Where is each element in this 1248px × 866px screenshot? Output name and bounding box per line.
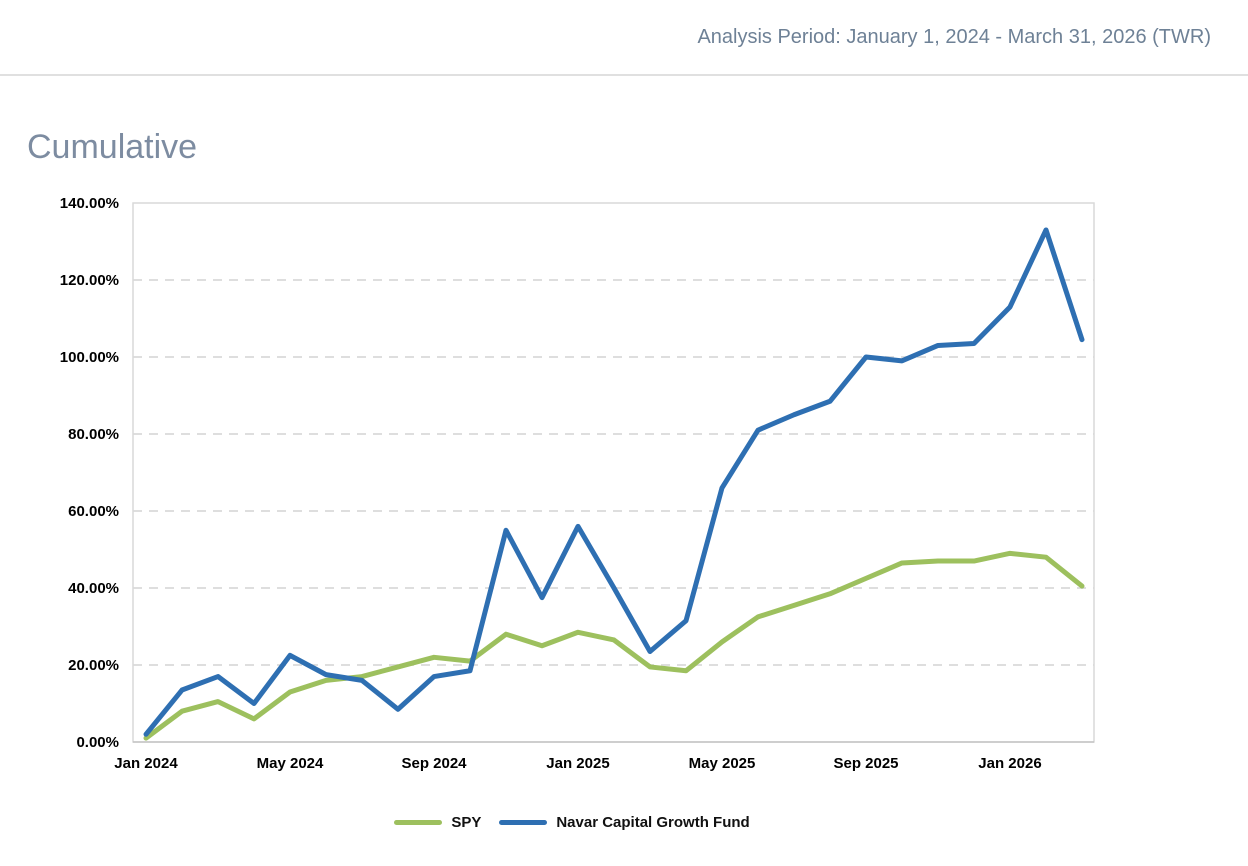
y-axis-tick-label: 120.00% [60,272,119,289]
y-axis-tick-label: 60.00% [68,503,119,520]
x-axis-tick-label: Jan 2025 [546,755,609,772]
y-axis-tick-label: 140.00% [60,195,119,212]
y-axis-tick-label: 40.00% [68,580,119,597]
y-axis-tick-label: 80.00% [68,426,119,443]
header-divider [0,74,1248,76]
analysis-period-text: Analysis Period: January 1, 2024 - March… [697,25,1211,48]
cumulative-returns-chart: 0.00% 20.00% 40.00% 60.00% 80.00% 100.00% 120.… [60,195,1095,772]
page-title: Cumulative [27,128,198,166]
header-bar: Analysis Period: January 1, 2024 - March… [0,0,1248,74]
x-axis-tick-label: Jan 2026 [978,755,1041,772]
navar-capital-growth-fund-line-swatch [499,820,548,825]
x-axis-tick-label: May 2025 [689,755,756,772]
spy-line-swatch [394,820,443,825]
y-axis-tick-label: 0.00% [76,734,119,751]
x-axis-tick-label: May 2024 [257,755,324,772]
chart-legend: SPY Navar Capital Growth Fund [0,814,1144,831]
spy-legend-label: SPY [451,814,482,831]
navar-capital-growth-fund-legend-label: Navar Capital Growth Fund [556,814,750,831]
spy-line [143,550,1085,741]
legend-item-spy: SPY [394,814,481,831]
x-axis-tick-label: Jan 2024 [114,755,178,772]
x-axis-tick-label: Sep 2024 [401,755,467,772]
y-axis-tick-label: 20.00% [68,657,119,674]
y-axis-tick-label: 100.00% [60,349,119,366]
navar-capital-growth-fund-line [143,227,1085,737]
x-axis-tick-label: Sep 2025 [833,755,898,772]
legend-item-navar-capital-growth-fund: Navar Capital Growth Fund [499,814,750,831]
plot-border [132,202,1095,743]
